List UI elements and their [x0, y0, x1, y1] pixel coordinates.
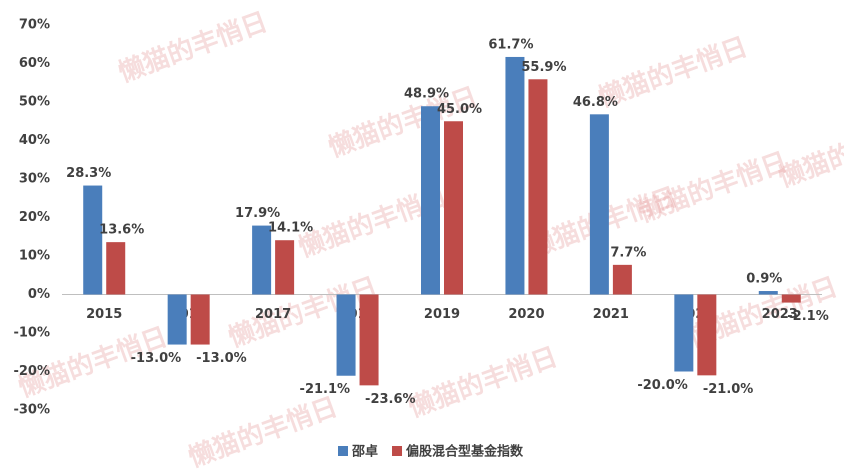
value-label: 17.9%	[235, 206, 280, 221]
value-label: -21.0%	[703, 382, 754, 397]
legend-swatch	[392, 446, 403, 456]
bar	[106, 242, 126, 295]
y-tick-label: 30%	[19, 172, 50, 187]
value-label: 61.7%	[488, 37, 533, 52]
bar	[589, 114, 609, 295]
y-tick-label: 50%	[19, 95, 50, 110]
x-tick-label: 2019	[424, 307, 460, 322]
x-tick-label: 2017	[255, 307, 291, 322]
y-tick-label: 0%	[28, 287, 50, 302]
bar	[697, 294, 717, 376]
value-label: -23.6%	[365, 392, 416, 407]
bar	[444, 121, 463, 295]
value-label: 13.6%	[99, 223, 144, 238]
value-label: 45.0%	[437, 102, 482, 117]
x-tick-label: 2023	[762, 307, 798, 322]
y-tick-label: 10%	[19, 249, 50, 264]
y-tick-label: -10%	[13, 326, 50, 341]
bar	[167, 294, 187, 345]
value-label: 55.9%	[521, 60, 566, 75]
value-label: -2.1%	[787, 309, 828, 324]
watermark: 懒猫的丰悄日	[184, 391, 341, 473]
y-tick-label: 70%	[19, 18, 50, 33]
x-tick-label: 2021	[593, 307, 629, 322]
bar	[252, 225, 272, 295]
bar	[190, 294, 210, 345]
y-tick-label: 40%	[19, 133, 50, 148]
bar	[781, 294, 801, 303]
y-tick-label: -30%	[13, 403, 50, 418]
value-label: 46.8%	[573, 95, 618, 110]
value-label: 0.9%	[746, 272, 782, 287]
value-label: -13.0%	[131, 351, 182, 366]
value-label: -13.0%	[196, 351, 247, 366]
bar	[359, 294, 379, 386]
watermark: 懒猫的丰悄日	[774, 111, 844, 193]
bar	[83, 185, 103, 295]
bar	[275, 240, 295, 295]
value-label: 14.1%	[268, 221, 313, 236]
value-label: -21.1%	[300, 382, 351, 397]
x-tick-label: 2015	[86, 307, 122, 322]
value-label: -20.0%	[637, 378, 688, 393]
value-label: 28.3%	[66, 166, 111, 181]
watermark: 懒猫的丰悄日	[404, 341, 561, 423]
y-tick-label: -20%	[13, 364, 50, 379]
y-tick-label: 60%	[19, 56, 50, 71]
legend-label: 偏股混合型基金指数	[406, 444, 524, 460]
bar	[336, 294, 356, 376]
x-tick-label: 2020	[508, 307, 544, 322]
watermark: 懒猫的丰悄日	[114, 6, 271, 88]
value-label: 48.9%	[404, 87, 449, 102]
y-tick-label: 20%	[19, 210, 50, 225]
bar	[421, 106, 440, 295]
value-label: 7.7%	[610, 245, 646, 260]
legend-swatch	[338, 446, 348, 456]
bar	[505, 56, 525, 295]
bar	[674, 294, 694, 372]
bar	[528, 79, 548, 295]
bar	[758, 291, 778, 295]
bar	[612, 264, 632, 295]
legend-label: 邵卓	[351, 444, 378, 460]
